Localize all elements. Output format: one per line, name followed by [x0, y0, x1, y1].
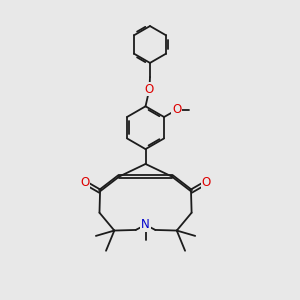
Text: O: O [202, 176, 211, 189]
Text: O: O [145, 82, 154, 96]
Text: O: O [172, 103, 181, 116]
Text: N: N [141, 218, 150, 231]
Text: O: O [80, 176, 89, 189]
